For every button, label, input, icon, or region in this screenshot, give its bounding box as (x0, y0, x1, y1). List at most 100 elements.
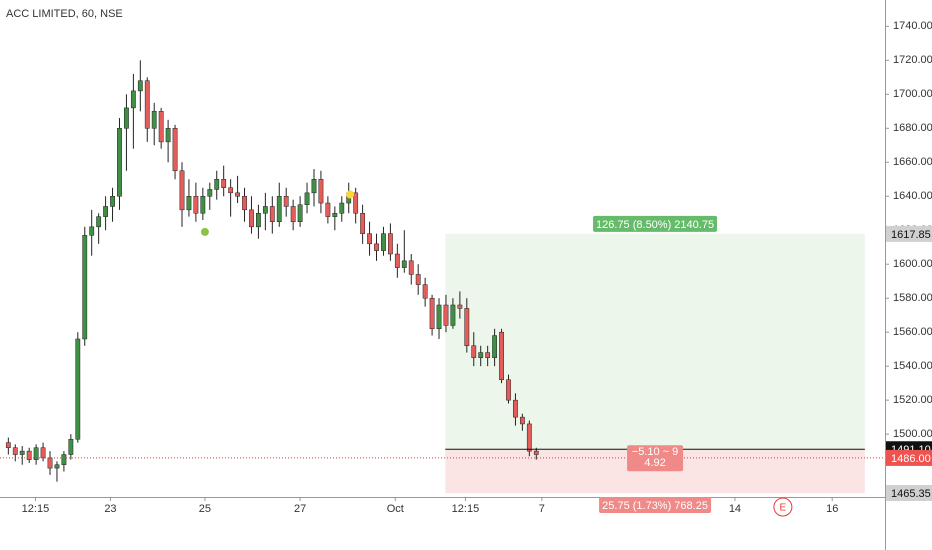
candle-body (47, 457, 53, 469)
y-tick-label: 1680.00 (893, 122, 932, 134)
candle-body (276, 196, 282, 222)
x-tick-label: Oct (387, 503, 404, 515)
x-tick-label: 27 (294, 503, 306, 515)
x-tick-label: 16 (826, 503, 838, 515)
candle-body (19, 450, 25, 455)
candle-body (75, 338, 81, 440)
candle-body (207, 189, 213, 197)
y-tick-label: 1500.00 (893, 428, 932, 440)
candle-body (151, 111, 157, 129)
candle-body (221, 179, 227, 189)
y-tick-label: 1560.00 (893, 326, 932, 338)
center-sub-label: 4.92 (644, 457, 665, 469)
candle-body (214, 179, 220, 190)
candle-body (144, 80, 150, 129)
center-label: −5.10 ~ 9 (632, 446, 679, 458)
candle-body (26, 450, 32, 460)
candle-body (339, 202, 345, 214)
candle-body (96, 216, 102, 228)
candle-body (457, 304, 463, 309)
candle-body (297, 204, 303, 222)
candle-body (429, 297, 435, 330)
candle-body (436, 304, 442, 330)
candle-body (200, 196, 206, 214)
candle-body (61, 454, 67, 465)
candle-body (367, 233, 372, 245)
candle-body (256, 212, 261, 228)
candle-body (283, 196, 289, 207)
candle-body (360, 212, 366, 234)
y-tick-label: 1720.00 (893, 54, 932, 66)
candle-body (387, 233, 393, 255)
candle-body (179, 170, 185, 211)
candle-body (124, 107, 129, 129)
y-tick-label: 1640.00 (893, 190, 932, 202)
candle-body (186, 196, 192, 211)
y-tick-label: 1660.00 (893, 156, 932, 168)
candle-body (262, 206, 268, 214)
candle-body (89, 226, 95, 236)
current-price-label-bg (886, 449, 932, 466)
target-price-label-bg (886, 225, 932, 242)
candle-body (318, 179, 324, 204)
candle-body (33, 447, 39, 460)
x-tick-label: 12:15 (22, 503, 50, 515)
candle-body (408, 260, 414, 275)
y-tick-label: 1740.00 (893, 20, 932, 32)
candle-body (54, 464, 60, 469)
candle-body (422, 284, 428, 299)
candle-body (443, 304, 449, 326)
candle-body (117, 128, 122, 197)
candle-body (68, 438, 74, 455)
candle-body (172, 128, 178, 172)
candle-body (519, 416, 525, 425)
candle-body (506, 379, 511, 401)
target-label-bg (593, 215, 718, 232)
candle-body (394, 253, 400, 268)
candle-body (478, 352, 484, 358)
candle-body (401, 260, 407, 268)
candle-body (158, 111, 164, 143)
candle-body (325, 202, 331, 217)
current-price-label: 1486.00 (891, 453, 931, 465)
candle-body (5, 442, 11, 448)
stop-price-label-bg (886, 485, 932, 502)
y-tick-label: 1700.00 (893, 88, 932, 100)
stop-label-bg (599, 497, 712, 514)
y-tick-label: 1580.00 (893, 292, 932, 304)
candle-body (235, 192, 240, 197)
candle-body (464, 308, 470, 347)
candle-body (193, 196, 199, 214)
x-tick-label: 14 (729, 503, 741, 515)
candle-body (249, 209, 254, 228)
chart-title: ACC LIMITED, 60, NSE (6, 8, 123, 20)
candle-body (415, 274, 421, 285)
candle-body (290, 206, 296, 222)
candle-body (12, 447, 18, 455)
candle-body (269, 206, 275, 222)
candle-body (137, 80, 143, 92)
profit-zone (445, 233, 865, 450)
target-price-label: 1617.85 (891, 229, 931, 241)
candle-body (471, 345, 477, 358)
x-tick-label: 7 (539, 503, 545, 515)
candle-body (332, 212, 338, 217)
center-label-bg (627, 445, 684, 472)
candle-body (103, 206, 108, 217)
signal-marker (200, 227, 209, 236)
candle-body (40, 447, 46, 459)
candle-body (485, 352, 491, 358)
candle-body (311, 179, 317, 194)
signal-marker (346, 190, 355, 199)
x-tick-label: 12:15 (452, 503, 480, 515)
x-tick-label: 23 (104, 503, 116, 515)
candle-body (499, 331, 504, 381)
candle-body (304, 192, 310, 205)
candle-body (82, 235, 88, 340)
candle-body (492, 335, 498, 358)
y-tick-label: 1540.00 (893, 360, 932, 372)
target-label: 126.75 (8.50%) 2140.75 (596, 219, 714, 231)
stop-label: 25.75 (1.73%) 768.25 (602, 500, 708, 512)
candle-body (526, 423, 532, 452)
